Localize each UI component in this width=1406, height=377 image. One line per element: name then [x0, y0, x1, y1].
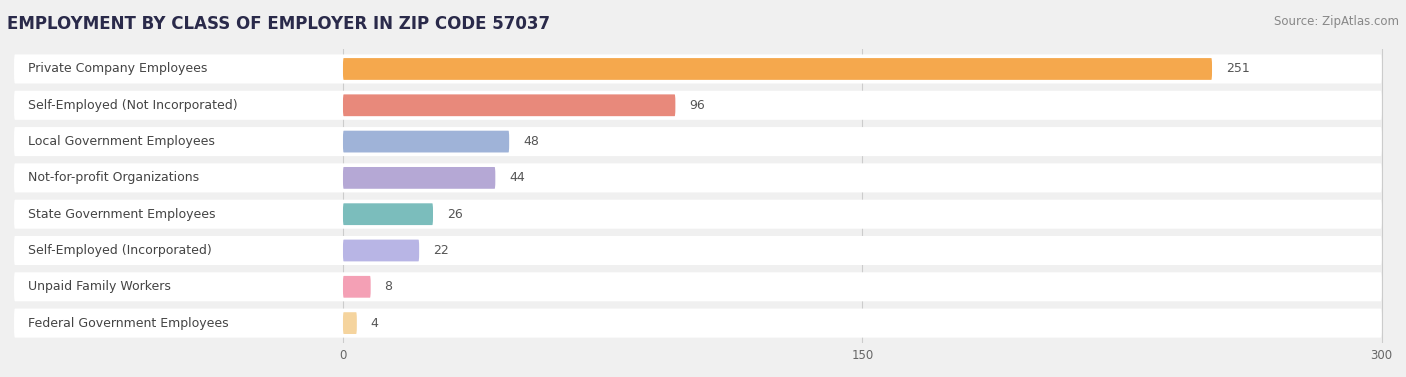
- Text: EMPLOYMENT BY CLASS OF EMPLOYER IN ZIP CODE 57037: EMPLOYMENT BY CLASS OF EMPLOYER IN ZIP C…: [7, 15, 550, 33]
- Text: 4: 4: [371, 317, 378, 329]
- FancyBboxPatch shape: [343, 276, 371, 298]
- Text: 22: 22: [433, 244, 449, 257]
- FancyBboxPatch shape: [343, 203, 433, 225]
- FancyBboxPatch shape: [14, 127, 1382, 156]
- FancyBboxPatch shape: [14, 163, 1382, 192]
- Text: State Government Employees: State Government Employees: [28, 208, 215, 221]
- FancyBboxPatch shape: [14, 200, 1382, 229]
- FancyBboxPatch shape: [14, 309, 1382, 338]
- Text: 8: 8: [384, 280, 392, 293]
- FancyBboxPatch shape: [14, 91, 1382, 120]
- Text: 96: 96: [689, 99, 704, 112]
- FancyBboxPatch shape: [343, 131, 509, 152]
- Text: 48: 48: [523, 135, 538, 148]
- FancyBboxPatch shape: [343, 94, 675, 116]
- FancyBboxPatch shape: [343, 167, 495, 189]
- FancyBboxPatch shape: [343, 58, 1212, 80]
- FancyBboxPatch shape: [14, 236, 1382, 265]
- Text: Source: ZipAtlas.com: Source: ZipAtlas.com: [1274, 15, 1399, 28]
- FancyBboxPatch shape: [343, 312, 357, 334]
- Text: 26: 26: [447, 208, 463, 221]
- FancyBboxPatch shape: [343, 240, 419, 261]
- FancyBboxPatch shape: [14, 272, 1382, 301]
- Text: Local Government Employees: Local Government Employees: [28, 135, 215, 148]
- Text: Unpaid Family Workers: Unpaid Family Workers: [28, 280, 170, 293]
- Text: Self-Employed (Not Incorporated): Self-Employed (Not Incorporated): [28, 99, 238, 112]
- Text: 251: 251: [1226, 63, 1250, 75]
- Text: Self-Employed (Incorporated): Self-Employed (Incorporated): [28, 244, 212, 257]
- Text: 44: 44: [509, 172, 524, 184]
- Text: Federal Government Employees: Federal Government Employees: [28, 317, 229, 329]
- Text: Private Company Employees: Private Company Employees: [28, 63, 207, 75]
- FancyBboxPatch shape: [14, 54, 1382, 83]
- Text: Not-for-profit Organizations: Not-for-profit Organizations: [28, 172, 200, 184]
